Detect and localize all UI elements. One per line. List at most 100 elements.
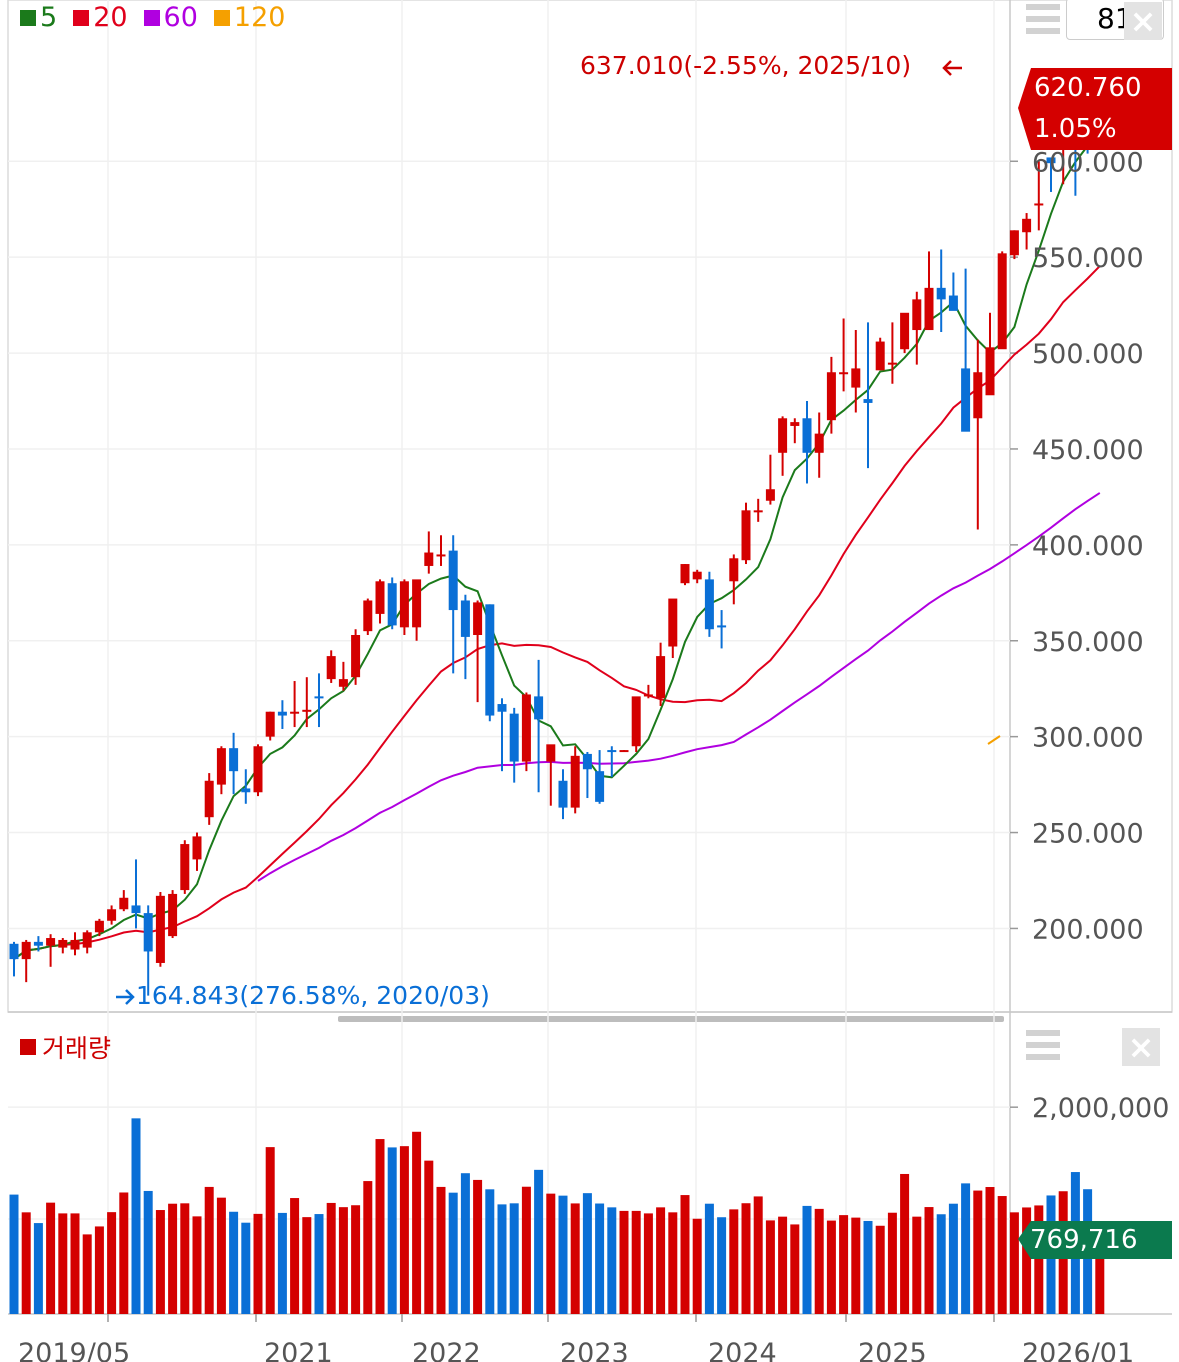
candle-body bbox=[631, 696, 641, 747]
volume-bar bbox=[473, 1179, 483, 1314]
volume-bar bbox=[485, 1189, 495, 1314]
candle-body bbox=[729, 558, 739, 582]
volume-bar bbox=[851, 1217, 861, 1314]
candle-body bbox=[473, 602, 483, 636]
candle-body bbox=[668, 598, 678, 647]
scrollbar-thumb bbox=[338, 1016, 1004, 1022]
volume-bar bbox=[265, 1147, 275, 1314]
volume-bar bbox=[119, 1192, 129, 1314]
volume-bar bbox=[375, 1139, 385, 1314]
volume-bar bbox=[497, 1204, 507, 1314]
volume-bar bbox=[985, 1187, 995, 1314]
volume-bar bbox=[82, 1234, 92, 1314]
volume-bar bbox=[216, 1197, 226, 1314]
candle-body bbox=[351, 635, 361, 678]
volume-bar bbox=[399, 1146, 409, 1314]
annotations: 637.010(-2.55%, 2025/10) 164.843(276.58%,… bbox=[116, 51, 1172, 1259]
candle-body bbox=[204, 780, 214, 818]
volume-bar bbox=[619, 1210, 629, 1314]
volume-bar bbox=[582, 1193, 592, 1314]
y-tick-label: 300.000 bbox=[1032, 723, 1144, 754]
candle-body bbox=[436, 554, 446, 557]
volume-bar bbox=[58, 1213, 68, 1314]
candle-body bbox=[1022, 218, 1032, 233]
volume-close-icon[interactable]: × bbox=[1122, 1028, 1160, 1066]
candle-body bbox=[58, 939, 68, 948]
candle-body bbox=[363, 600, 373, 632]
candle-body bbox=[753, 510, 763, 513]
candle-body bbox=[21, 941, 31, 960]
volume-bar bbox=[192, 1216, 202, 1314]
chart-grid bbox=[7, 0, 1173, 1322]
candle-body bbox=[424, 552, 434, 566]
candle-body bbox=[985, 347, 995, 396]
volume-bar bbox=[387, 1147, 397, 1314]
volume-series bbox=[9, 1118, 1105, 1314]
candle-body bbox=[94, 920, 104, 933]
price-menu-icon[interactable] bbox=[1026, 4, 1060, 38]
candle-body bbox=[9, 943, 19, 960]
high-arrow-icon bbox=[942, 60, 962, 76]
candle-body bbox=[216, 748, 226, 785]
ma120-line bbox=[987, 735, 1001, 745]
x-tick-label: 2025 bbox=[858, 1338, 927, 1362]
price-close-icon[interactable]: × bbox=[1124, 2, 1162, 40]
volume-bar bbox=[704, 1203, 714, 1314]
volume-bar bbox=[668, 1212, 678, 1314]
candle-body bbox=[509, 713, 519, 762]
legend-ma60[interactable]: 60 bbox=[143, 2, 198, 33]
candle-body bbox=[302, 709, 312, 712]
candle-body bbox=[997, 253, 1007, 350]
candle-body bbox=[33, 941, 43, 946]
volume-bar bbox=[802, 1205, 812, 1314]
legend-ma120[interactable]: 120 bbox=[213, 2, 285, 33]
legend-ma5[interactable]: 5 bbox=[20, 2, 57, 33]
x-tick-label: 2026/01 bbox=[1022, 1338, 1134, 1362]
candlestick-series bbox=[9, 90, 1105, 996]
volume-legend: 거래량 bbox=[20, 1029, 111, 1065]
volume-bar bbox=[241, 1222, 251, 1314]
current-volume-tag bbox=[1018, 1221, 1172, 1259]
volume-bar bbox=[741, 1203, 751, 1314]
candle-body bbox=[399, 581, 409, 628]
high-annotation: 637.010(-2.55%, 2025/10) bbox=[580, 51, 911, 80]
y-tick-label: 250.000 bbox=[1032, 819, 1144, 850]
candle-body bbox=[338, 679, 348, 687]
candle-body bbox=[936, 287, 946, 300]
volume-bar bbox=[1022, 1207, 1032, 1314]
volume-bar bbox=[729, 1209, 739, 1314]
legend-ma60-label: 60 bbox=[163, 2, 198, 33]
volume-bar bbox=[107, 1212, 117, 1314]
volume-bar bbox=[607, 1207, 617, 1314]
candle-body bbox=[692, 571, 702, 580]
moving-average-legend: 5 20 60 120 bbox=[20, 2, 285, 33]
volume-bar bbox=[900, 1173, 910, 1314]
volume-bar bbox=[997, 1196, 1007, 1314]
volume-bar bbox=[631, 1210, 641, 1314]
volume-bar bbox=[1009, 1212, 1019, 1314]
volume-menu-icon[interactable] bbox=[1026, 1030, 1060, 1064]
ma20-line bbox=[13, 265, 1101, 960]
legend-ma20[interactable]: 20 bbox=[73, 2, 128, 33]
candle-body bbox=[448, 550, 458, 611]
volume-bar bbox=[436, 1186, 446, 1314]
volume-bar bbox=[546, 1193, 556, 1314]
candle-body bbox=[704, 579, 714, 630]
volume-bar bbox=[131, 1118, 141, 1314]
volume-bar bbox=[521, 1186, 531, 1314]
candle-body bbox=[790, 422, 800, 426]
candle-body bbox=[656, 656, 666, 699]
candle-body bbox=[290, 711, 300, 714]
legend-ma60-swatch bbox=[143, 9, 160, 26]
current-price-tag bbox=[1018, 68, 1172, 150]
candle-body bbox=[168, 893, 178, 937]
volume-bar bbox=[229, 1211, 239, 1314]
volume-bar bbox=[180, 1203, 190, 1314]
candle-body bbox=[1034, 203, 1044, 206]
volume-bar bbox=[973, 1190, 983, 1314]
volume-bar bbox=[326, 1202, 336, 1314]
candle-body bbox=[802, 418, 812, 453]
candle-body bbox=[961, 368, 971, 432]
candle-body bbox=[387, 583, 397, 626]
